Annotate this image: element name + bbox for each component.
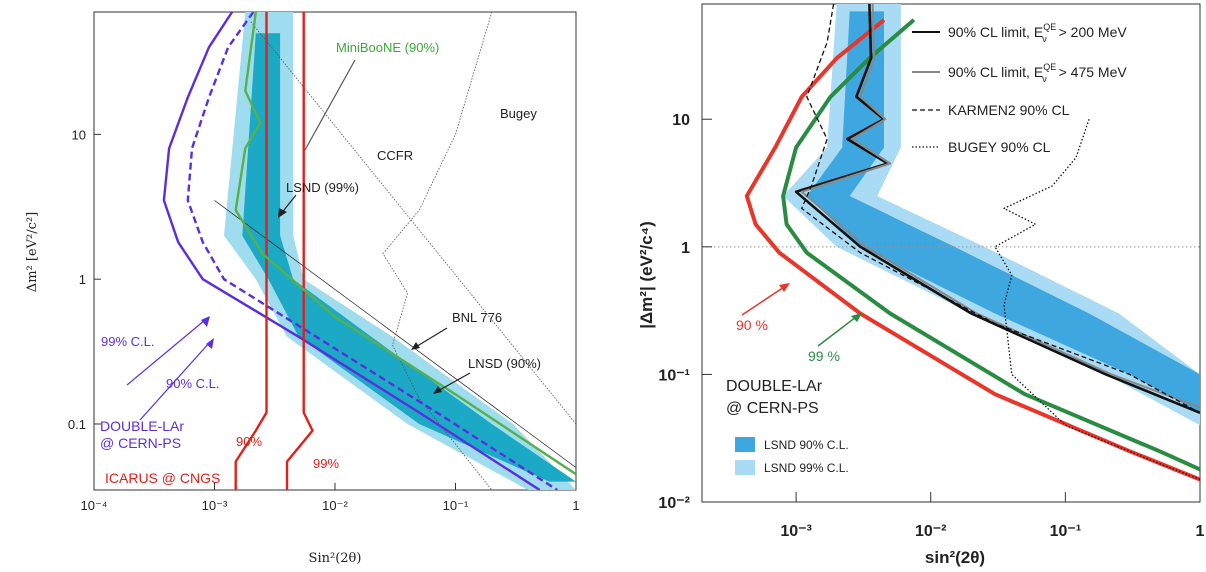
series-bugey-90-cl xyxy=(994,118,1200,481)
left-plot-area xyxy=(162,12,576,490)
x-tick-label: 10⁻⁴ xyxy=(81,498,108,513)
right-y-axis-label: |Δm²| (eV²/c⁴) xyxy=(637,221,656,329)
x-tick-label: 1 xyxy=(1196,523,1205,540)
y-tick-label: 10⁻¹ xyxy=(658,367,690,384)
svg-text:LSND 99% C.L.: LSND 99% C.L. xyxy=(764,461,849,475)
bnl-776-curve xyxy=(214,200,576,468)
series-karmen2-90-cl xyxy=(801,4,1200,414)
left-annotation-double-lar: DOUBLE-LAr xyxy=(100,418,184,434)
right-annotation-90: 90 % xyxy=(736,317,768,333)
left-axis-ticks: 10⁻⁴ 10⁻³ 10⁻² 10⁻¹ 1 0.1 1 10 xyxy=(68,127,580,513)
ccfr-curve xyxy=(250,21,576,425)
series-icarus-90 xyxy=(234,12,268,490)
left-annotation-miniboone: MiniBooNE (90%) xyxy=(336,40,439,55)
right-plot-area xyxy=(702,4,1200,482)
left-annotation-lsnd-90: LNSD (90%) xyxy=(468,356,541,371)
x-tick-label: 10⁻¹ xyxy=(443,498,469,513)
right-annotation-cern-ps: @ CERN-PS xyxy=(726,400,819,417)
right-panel: 10⁻³ 10⁻² 10⁻¹ 1 10⁻² 10⁻¹ 1 10 sin²(2θ) |Δm²| … xyxy=(637,3,1205,567)
bugey-curve xyxy=(382,12,493,490)
series-99 xyxy=(781,18,1200,472)
lsnd-90-band xyxy=(242,33,576,482)
x-tick-label: 10⁻³ xyxy=(202,498,228,513)
legend-swatch-lsnd-90 xyxy=(735,437,755,452)
left-annotation-cern-ps: @ CERN-PS xyxy=(100,435,181,451)
left-annotation-ccfr: CCFR xyxy=(377,148,413,163)
series-icarus-99 xyxy=(285,12,314,490)
x-tick-label: 10⁻² xyxy=(322,498,348,513)
right-annotation-99: 99 % xyxy=(808,348,840,364)
right-x-axis-label: sin²(2θ) xyxy=(925,548,985,567)
svg-text:KARMEN2 90% CL: KARMEN2 90% CL xyxy=(948,102,1070,118)
left-annotation-icarus-99: 99% xyxy=(313,456,339,471)
y-tick-label: 1 xyxy=(681,240,690,257)
left-annotation-bugey: Bugey xyxy=(500,106,537,121)
left-annotation-icarus-cngs: ICARUS @ CNGS xyxy=(105,470,220,486)
legend-entry-limit-475: 90% CL limit, EQE ν > 475 MeV xyxy=(912,62,1127,84)
series-double-lar-99-c-l xyxy=(162,12,541,490)
y-tick-label: 1 xyxy=(79,272,86,287)
lsnd-90-band xyxy=(806,11,1200,413)
series-double-lar-90-c-l xyxy=(186,12,558,490)
y-tick-label: 0.1 xyxy=(68,417,86,432)
y-tick-label: 10 xyxy=(672,112,690,129)
x-tick-label: 10⁻³ xyxy=(780,523,812,540)
legend-entry-karmen2: KARMEN2 90% CL xyxy=(912,102,1070,118)
left-annotation-bnl-776: BNL 776 xyxy=(452,310,502,325)
left-annotation-icarus-90: 90% xyxy=(236,434,262,449)
right-annotation-double-lar: DOUBLE-LAr xyxy=(726,378,823,395)
svg-text:BUGEY 90% CL: BUGEY 90% CL xyxy=(948,139,1051,155)
left-y-axis-label: Δm² [eV²/c²] xyxy=(25,212,40,292)
left-annotation-90-cl: 90% C.L. xyxy=(166,376,219,391)
left-annotation-99-cl: 99% C.L. xyxy=(101,334,154,349)
left-annotation-arrows xyxy=(126,59,471,421)
left-annotation-lsnd-99: LSND (99%) xyxy=(286,180,359,195)
legend-entry-limit-200: 90% CL limit, EQE ν > 200 MeV xyxy=(912,22,1127,44)
y-tick-label: 10 xyxy=(72,127,86,142)
x-tick-label: 1 xyxy=(572,498,579,513)
x-tick-label: 10⁻² xyxy=(915,523,947,540)
right-axis-ticks: 10⁻³ 10⁻² 10⁻¹ 1 10⁻² 10⁻¹ 1 10 xyxy=(658,112,1204,540)
series-miniboone-90 xyxy=(234,12,576,476)
svg-text:LSND 90% C.L.: LSND 90% C.L. xyxy=(764,438,849,452)
right-lsnd-legend: LSND 90% C.L. LSND 99% C.L. xyxy=(735,437,849,475)
y-tick-label: 10⁻² xyxy=(658,495,690,512)
legend-swatch-lsnd-99 xyxy=(735,460,755,475)
x-tick-label: 10⁻¹ xyxy=(1050,523,1082,540)
left-panel: 10⁻⁴ 10⁻³ 10⁻² 10⁻¹ 1 0.1 1 10 Sin²(2θ) Δm² [eV… xyxy=(25,11,580,566)
series-90 xyxy=(744,18,1200,482)
legend-entry-bugey: BUGEY 90% CL xyxy=(912,139,1051,155)
left-plot-frame xyxy=(93,11,577,491)
right-annotation-arrows xyxy=(741,283,862,347)
right-legend: 90% CL limit, EQE ν > 200 MeV 90% CL limi… xyxy=(912,22,1127,155)
left-x-axis-label: Sin²(2θ) xyxy=(309,551,362,566)
